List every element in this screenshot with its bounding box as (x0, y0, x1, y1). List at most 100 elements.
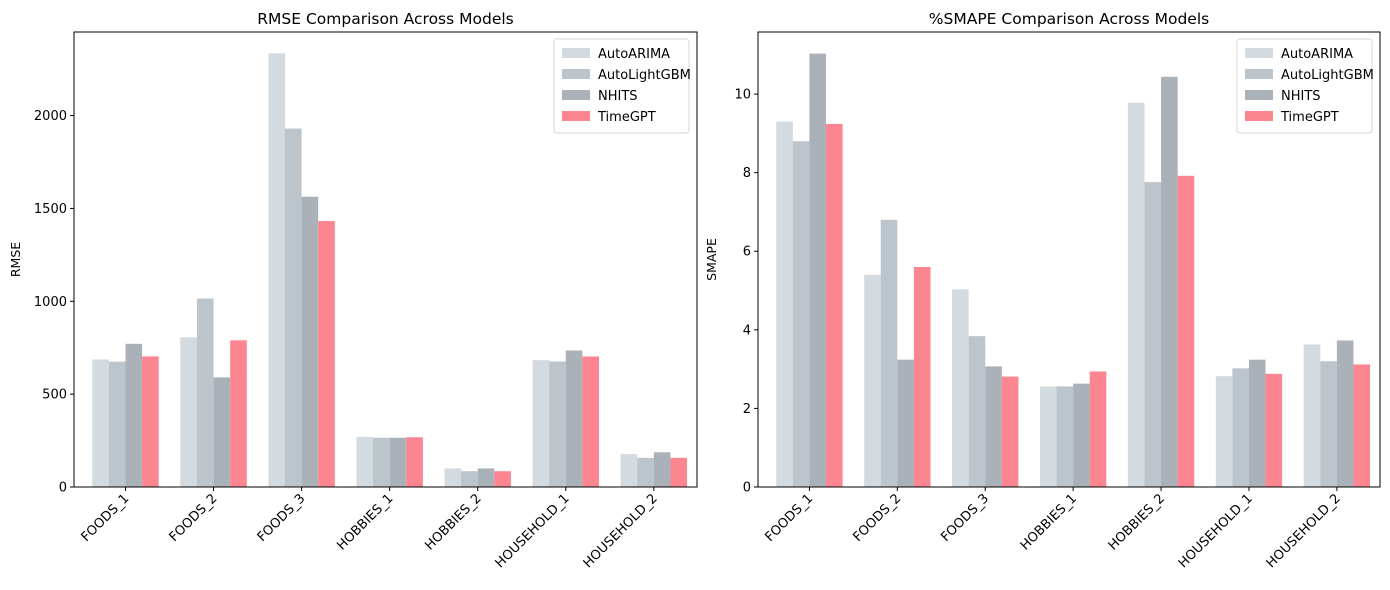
bar-nhits-foods-3 (985, 366, 1002, 487)
legend-swatch (562, 111, 590, 121)
bar-autoarima-foods-3 (268, 53, 285, 488)
x-tick-label: HOUSEHOLD_1 (1176, 491, 1256, 571)
bar-autolightgbm-hobbies-1 (1056, 386, 1074, 487)
bar-autolightgbm-foods-3 (284, 128, 302, 487)
bar-nhits-hobbies-2 (1161, 76, 1178, 487)
bar-autoarima-hobbies-1 (1039, 386, 1057, 487)
bar-autoarima-foods-1 (92, 359, 109, 487)
legend: AutoARIMA AutoLightGBM NHITS TimeGPT (1236, 38, 1374, 134)
bar-autoarima-household-2 (620, 454, 638, 487)
chart-title: RMSE Comparison Across Models (257, 10, 514, 28)
bar-autoarima-household-1 (1215, 376, 1233, 487)
bar-timegpt-foods-1 (826, 123, 843, 487)
bar-autolightgbm-hobbies-2 (1144, 182, 1162, 487)
bar-timegpt-foods-2 (230, 340, 247, 487)
bar-autolightgbm-foods-2 (196, 298, 214, 487)
bar-nhits-household-2 (653, 452, 671, 487)
y-axis-label: RMSE (8, 242, 23, 277)
bar-timegpt-hobbies-1 (1089, 371, 1107, 487)
bar-nhits-hobbies-1 (389, 437, 407, 487)
bar-autolightgbm-hobbies-1 (373, 437, 390, 487)
y-tick-label: 2 (743, 402, 751, 417)
y-tick-label: 0 (59, 481, 67, 496)
bar-nhits-hobbies-1 (1073, 383, 1090, 487)
bar-nhits-foods-1 (125, 343, 143, 487)
bar-timegpt-household-2 (670, 457, 688, 487)
legend-swatch (562, 90, 590, 100)
bar-nhits-foods-3 (301, 196, 319, 488)
legend-box (553, 38, 690, 134)
y-tick-label: 1500 (34, 202, 67, 217)
bar-timegpt-hobbies-2 (1177, 175, 1195, 487)
bar-autoarima-hobbies-2 (444, 468, 462, 487)
x-tick-label: FOODS_2 (167, 491, 221, 545)
x-tick-label: HOUSEHOLD_2 (581, 491, 661, 571)
y-tick-label: 2000 (34, 109, 67, 124)
legend-label: AutoLightGBM (1281, 68, 1374, 83)
x-tick-label: HOBBIES_2 (422, 491, 484, 553)
legend-label: TimeGPT (597, 110, 656, 125)
x-tick-label: FOODS_3 (255, 491, 309, 545)
bar-autolightgbm-household-2 (1320, 361, 1337, 487)
bar-autoarima-hobbies-2 (1127, 102, 1145, 487)
legend-swatch (1245, 69, 1273, 79)
bar-autoarima-foods-2 (180, 337, 197, 487)
bar-autolightgbm-hobbies-2 (461, 471, 478, 487)
x-tick-label: FOODS_1 (763, 491, 817, 545)
x-tick-label: HOBBIES_2 (1106, 491, 1168, 553)
bar-timegpt-foods-2 (913, 266, 931, 487)
x-tick-label: HOBBIES_1 (1018, 491, 1080, 553)
bar-autolightgbm-household-1 (1232, 368, 1249, 487)
legend-box (1236, 38, 1373, 134)
bar-autolightgbm-household-2 (637, 457, 654, 487)
bar-autoarima-household-2 (1303, 344, 1321, 487)
bar-nhits-household-1 (565, 350, 583, 487)
bar-nhits-household-1 (1248, 359, 1266, 487)
chart-panel-1: 0 500 1000 1500 2000 FOODS_1 FOODS_2 FOODS_3 HOB… (8, 10, 698, 571)
y-tick-label: 0 (743, 481, 751, 496)
legend: AutoARIMA AutoLightGBM NHITS TimeGPT (553, 38, 691, 134)
bar-autoarima-foods-3 (952, 289, 969, 487)
legend-label: AutoARIMA (598, 47, 670, 62)
y-tick-label: 500 (42, 388, 67, 403)
bar-nhits-foods-2 (213, 377, 231, 487)
bar-nhits-foods-2 (897, 359, 914, 487)
bar-timegpt-foods-3 (318, 221, 335, 487)
bar-timegpt-foods-1 (142, 356, 159, 487)
x-tick-label: HOUSEHOLD_1 (493, 491, 573, 571)
y-tick-label: 8 (743, 166, 751, 181)
x-tick-label: FOODS_1 (79, 491, 133, 545)
chart-panel-2: 0 2 4 6 8 10 FOODS_1 FOODS_2 FOODS_3 HOBBIES_1 HOB… (704, 10, 1381, 571)
bar-autolightgbm-foods-1 (108, 361, 126, 487)
legend-label: AutoARIMA (1281, 47, 1353, 62)
bar-timegpt-hobbies-2 (494, 471, 511, 487)
bar-autolightgbm-foods-2 (880, 219, 898, 487)
y-tick-label: 10 (734, 88, 751, 103)
x-tick-label: HOUSEHOLD_2 (1264, 491, 1344, 571)
bar-timegpt-household-2 (1353, 364, 1371, 487)
legend-label: NHITS (1281, 89, 1321, 104)
chart-title: %SMAPE Comparison Across Models (929, 10, 1209, 28)
bar-autoarima-foods-1 (776, 121, 793, 487)
x-tick-label: FOODS_3 (938, 491, 992, 545)
legend-label: TimeGPT (1280, 110, 1339, 125)
legend-swatch (562, 69, 590, 79)
legend-swatch (1245, 90, 1273, 100)
legend-label: NHITS (598, 89, 638, 104)
y-tick-label: 1000 (34, 295, 67, 310)
x-tick-label: HOBBIES_1 (334, 491, 396, 553)
bar-autolightgbm-foods-3 (968, 336, 986, 487)
plot-frame (757, 31, 1381, 488)
legend-swatch (1245, 111, 1273, 121)
bar-timegpt-household-1 (1265, 373, 1283, 487)
legend-swatch (562, 48, 590, 58)
bar-timegpt-household-1 (582, 356, 599, 487)
bar-timegpt-foods-3 (1001, 376, 1019, 487)
legend-label: AutoLightGBM (598, 68, 691, 83)
legend-swatch (1245, 48, 1273, 58)
y-axis-label: SMAPE (704, 238, 719, 281)
y-tick-label: 6 (743, 245, 751, 260)
x-tick-label: FOODS_2 (850, 491, 904, 545)
bar-timegpt-hobbies-1 (406, 437, 423, 487)
